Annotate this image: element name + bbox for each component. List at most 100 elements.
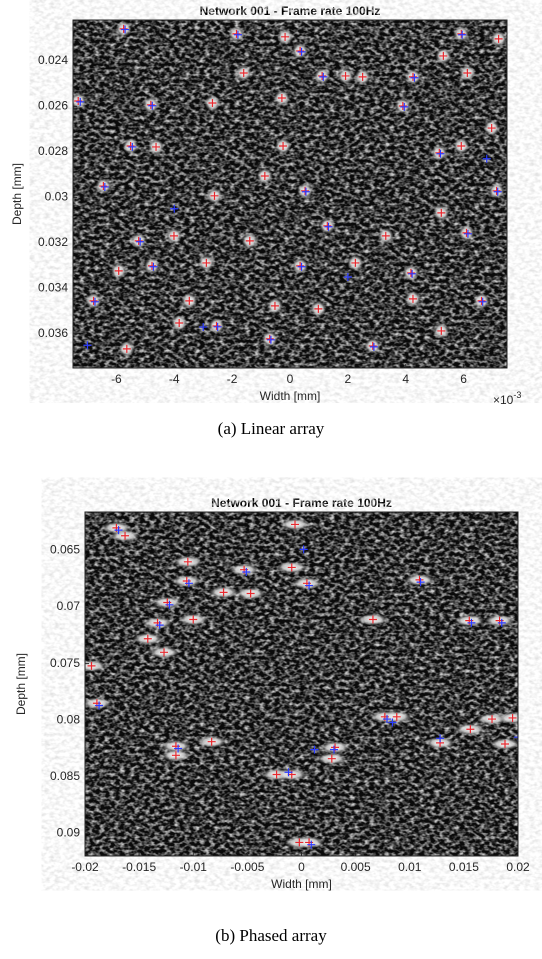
marker-cross — [239, 68, 248, 77]
x-tick-label: -0.02 — [71, 860, 99, 874]
marker-cross — [169, 231, 178, 240]
marker-cross — [95, 701, 104, 710]
marker-cross — [351, 258, 360, 267]
marker-cross — [175, 318, 184, 327]
marker-cross — [160, 648, 169, 657]
marker-cross — [99, 182, 108, 191]
chart-title: Network 001 - Frame rate 100Hz — [211, 496, 392, 510]
marker-cross — [368, 615, 377, 624]
marker-cross — [291, 520, 300, 529]
marker-cross — [287, 563, 296, 572]
x-tick-label: -4 — [169, 372, 180, 386]
marker-cross — [307, 840, 316, 849]
marker-cross — [492, 186, 501, 195]
marker-cross — [296, 46, 305, 55]
marker-cross — [301, 186, 310, 195]
x-tick-label: 0.015 — [449, 860, 479, 874]
marker-cross — [245, 236, 254, 245]
marker-cross — [437, 326, 446, 335]
marker-cross — [90, 297, 99, 306]
y-axis-label: Depth [mm] — [10, 163, 24, 225]
x-tick-label: 0.005 — [341, 860, 371, 874]
marker-cross — [284, 768, 293, 777]
marker-cross — [208, 99, 217, 108]
marker-cross — [381, 231, 390, 240]
x-tick-label: 0 — [298, 860, 305, 874]
x-tick-label: 0 — [287, 372, 294, 386]
marker-cross — [435, 148, 444, 157]
marker-cross — [501, 739, 510, 748]
marker-cross — [246, 589, 255, 598]
chart-title: Network 001 - Frame rate 100Hz — [200, 4, 381, 18]
marker-cross — [119, 24, 128, 33]
marker-cross — [305, 581, 314, 590]
marker-cross — [494, 34, 503, 43]
panel: Network 001 - Frame rate 100Hz -6 -4 -2 0 2 4 6… — [10, 4, 521, 438]
marker-cross — [272, 770, 281, 779]
marker-cross — [324, 222, 333, 231]
marker-cross — [463, 68, 472, 77]
caption: (a) Linear array — [218, 419, 325, 438]
marker-cross — [319, 72, 328, 81]
marker-cross — [410, 73, 419, 82]
exponent-base: ×10 — [493, 393, 514, 407]
y-tick-label: 0.075 — [50, 656, 80, 670]
caption: (b) Phased array — [215, 926, 327, 945]
x-axis-label: Width [mm] — [260, 389, 321, 403]
marker-cross — [152, 142, 161, 151]
marker-cross — [265, 334, 274, 343]
marker-cross — [277, 94, 286, 103]
marker-cross — [207, 737, 216, 746]
marker-cross — [436, 734, 445, 743]
marker-cross — [314, 304, 323, 313]
marker-cross — [406, 268, 415, 277]
marker-cross — [212, 321, 221, 330]
marker-cross — [155, 621, 164, 630]
x-tick-label: 2 — [345, 372, 352, 386]
marker-cross — [463, 229, 472, 238]
marker-cross — [398, 101, 407, 110]
plot-area — [73, 20, 507, 357]
x-tick-label: -2 — [227, 372, 238, 386]
marker-cross — [83, 341, 92, 350]
x-tick-label: 4 — [402, 372, 409, 386]
marker-cross — [114, 266, 123, 275]
marker-cross — [87, 661, 96, 670]
marker-cross — [341, 71, 350, 80]
echo — [85, 659, 107, 672]
marker-cross — [183, 557, 192, 566]
marker-cross — [128, 142, 137, 151]
y-tick-label: 0.036 — [38, 326, 68, 340]
marker-cross — [482, 154, 491, 163]
marker-cross — [323, 221, 332, 230]
marker-cross — [437, 208, 446, 217]
marker-cross — [383, 715, 392, 724]
marker-cross — [147, 261, 156, 270]
x-tick-label: -6 — [111, 372, 122, 386]
marker-cross — [74, 96, 83, 105]
plot-area — [85, 518, 518, 849]
marker-cross — [369, 342, 378, 351]
marker-cross — [318, 71, 327, 80]
marker-cross — [270, 301, 279, 310]
marker-cross — [329, 745, 338, 754]
x-tick-label: 0.01 — [398, 860, 422, 874]
marker-cross — [126, 142, 135, 151]
y-tick-label: 0.026 — [38, 99, 68, 113]
marker-cross — [301, 187, 310, 196]
marker-cross — [508, 713, 517, 722]
marker-cross — [400, 102, 409, 111]
marker-cross — [368, 341, 377, 350]
marker-cross — [439, 51, 448, 60]
marker-cross — [466, 725, 475, 734]
y-tick-label: 0.028 — [38, 144, 68, 158]
y-tick-label: 0.07 — [57, 599, 81, 613]
y-tick-label: 0.09 — [57, 826, 81, 840]
marker-cross — [233, 30, 242, 39]
marker-cross — [408, 294, 417, 303]
marker-cross — [213, 322, 222, 331]
marker-cross — [467, 618, 476, 627]
marker-cross — [219, 588, 228, 597]
y-tick-label: 0.08 — [57, 712, 81, 726]
